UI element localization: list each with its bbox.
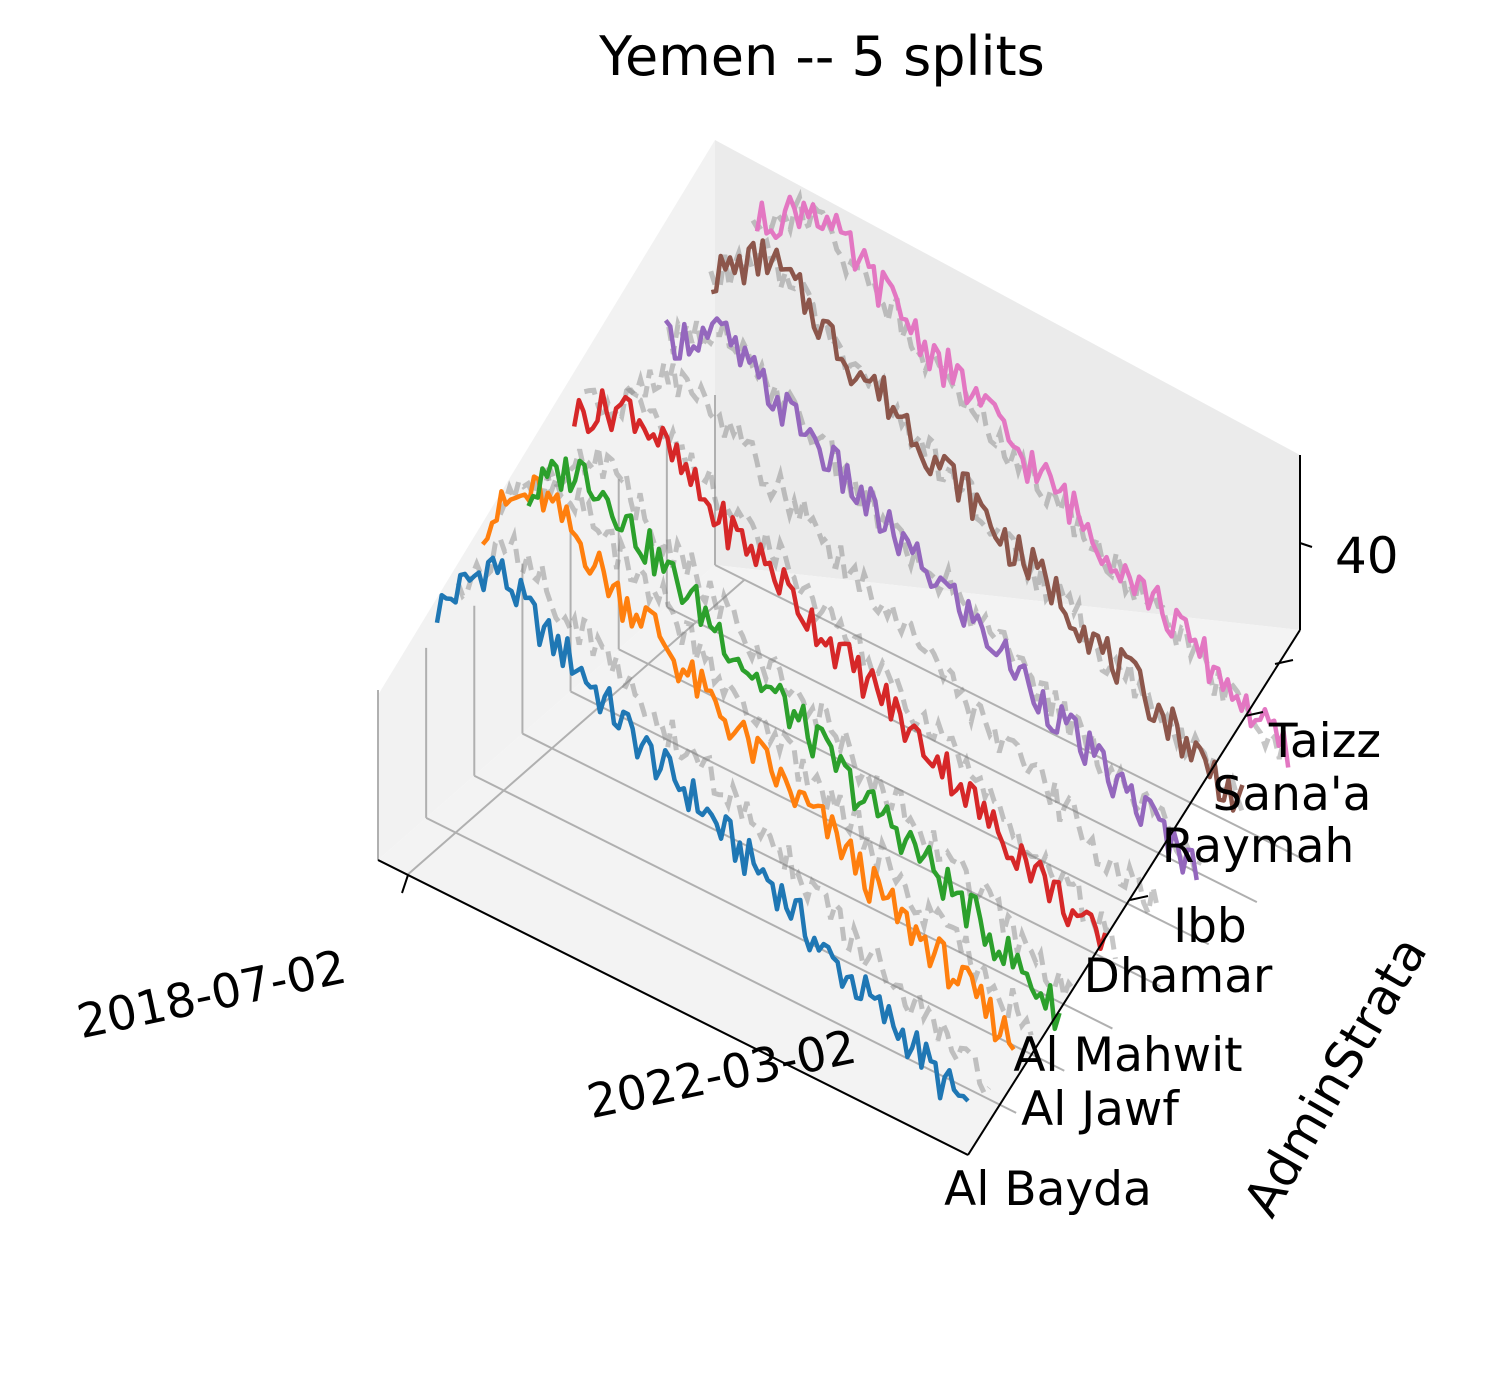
- series-line-dhamar: [571, 388, 1108, 952]
- y-tick-label-al-jawf: Al Jawf: [1021, 1082, 1180, 1137]
- floor-grid-line: [425, 816, 1017, 1114]
- series-line-al-jawf: [480, 474, 1016, 1051]
- y-tick-label-taizz: Taizz: [1268, 714, 1381, 769]
- z-tick-label-40: 40: [1335, 527, 1399, 585]
- background-series-line: [497, 466, 1034, 1037]
- x-tick-mark-0: [401, 874, 409, 894]
- chart-title: Yemen -- 5 splits: [598, 25, 1045, 88]
- series-line-al-mahwit: [526, 456, 1062, 1032]
- pane-back: [715, 140, 1300, 630]
- background-series-line: [624, 362, 1161, 922]
- x-tick-label-start: 2018-07-02: [72, 940, 351, 1051]
- y-tick-label-al-bayda: Al Bayda: [944, 1162, 1152, 1217]
- y-tick-label-sanaa: Sana'a: [1213, 767, 1372, 822]
- y-axis-line: [967, 629, 1301, 1156]
- y-tick-label-dhamar: Dhamar: [1084, 949, 1273, 1004]
- background-series-line: [455, 526, 992, 1099]
- pane-floor: [378, 565, 1300, 1155]
- background-series-line: [539, 446, 1076, 1006]
- z-tick-mark-40: [1299, 542, 1313, 548]
- floor-grid-line: [570, 690, 1162, 988]
- y-tick-mark-1: [1129, 895, 1149, 901]
- series-line-al-bayda: [434, 555, 970, 1103]
- y-tick-mark-0: [1274, 659, 1294, 665]
- series-line-sana-a: [710, 238, 1245, 813]
- x-axis-line: [377, 859, 969, 1156]
- series-line-taizz: [754, 194, 1291, 768]
- y-tick-label-ibb: Ibb: [1173, 899, 1247, 954]
- floor-grid-line: [618, 648, 1210, 946]
- y-tick-label-raymah: Raymah: [1162, 819, 1355, 874]
- series-line-raymah: [663, 316, 1199, 881]
- series-lines: [434, 188, 1291, 1103]
- y-tick-label-al-mahwit: Al Mahwit: [1013, 1028, 1242, 1083]
- floor-grid-line: [473, 774, 1065, 1072]
- background-series-line: [708, 236, 1245, 812]
- floor-grid-line: [521, 732, 1113, 1030]
- y-tick-mark-2: [1244, 711, 1264, 717]
- x-tick-label-end: 2022-03-02: [582, 1020, 861, 1131]
- floor-grid-line: [406, 578, 746, 876]
